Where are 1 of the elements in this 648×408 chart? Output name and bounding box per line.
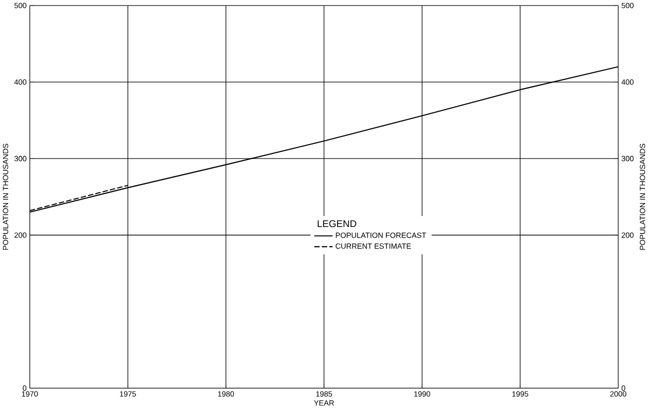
legend-title: LEGEND	[318, 220, 356, 227]
